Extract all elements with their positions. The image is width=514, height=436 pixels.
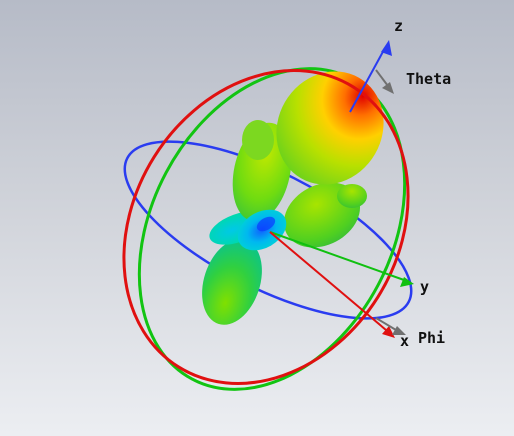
z-axis-label: z: [394, 17, 403, 35]
theta-label: Theta: [406, 70, 451, 88]
y-axis-label: y: [420, 278, 429, 296]
phi-label: Phi: [418, 329, 445, 347]
small-side-lobe: [337, 184, 367, 208]
phi-arrow: [375, 317, 406, 335]
lower-lobe: [202, 239, 262, 325]
y-axis: [269, 231, 414, 287]
x-axis: [269, 231, 395, 338]
theta-arrow: [375, 69, 394, 94]
red-ring: [122, 69, 410, 385]
back-lobe: [242, 120, 274, 160]
x-axis-label: x: [400, 332, 409, 350]
core-highlight: [256, 216, 276, 232]
z-axis: [349, 40, 392, 113]
radiation-pattern: [202, 71, 384, 325]
